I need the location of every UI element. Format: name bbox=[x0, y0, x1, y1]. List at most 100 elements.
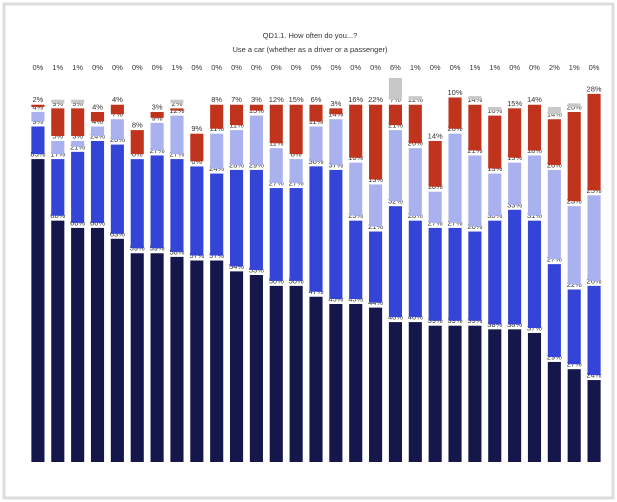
bar-segment bbox=[269, 280, 283, 462]
value-label: 16% bbox=[348, 95, 363, 104]
value-label: 1% bbox=[72, 63, 83, 72]
label-bg bbox=[226, 160, 247, 170]
label-bg bbox=[147, 113, 168, 123]
label-bg bbox=[325, 99, 346, 109]
bar-segment bbox=[51, 154, 65, 216]
value-label: 1% bbox=[410, 63, 421, 72]
value-label: 0% bbox=[112, 63, 123, 72]
label-bg bbox=[345, 95, 366, 105]
label-bg bbox=[544, 160, 565, 170]
label-bg bbox=[584, 371, 604, 381]
bar-segment bbox=[408, 317, 422, 462]
bar-segment bbox=[150, 117, 164, 151]
label-bg bbox=[206, 251, 227, 261]
bar-segment bbox=[249, 270, 263, 462]
label-bg bbox=[47, 150, 68, 160]
label-bg bbox=[28, 117, 48, 127]
label-bg bbox=[107, 135, 128, 145]
bar-segment bbox=[71, 146, 85, 223]
bar-segment bbox=[210, 255, 224, 462]
label-bg bbox=[87, 218, 108, 228]
value-label: 0% bbox=[450, 63, 461, 72]
value-label: 1% bbox=[52, 63, 63, 72]
label-bg bbox=[87, 131, 108, 141]
value-label: 0% bbox=[430, 63, 441, 72]
bar-segment bbox=[269, 183, 283, 281]
bar-segment bbox=[309, 99, 323, 122]
label-bg bbox=[345, 153, 366, 163]
bar-segment bbox=[150, 106, 164, 118]
label-bg bbox=[186, 251, 207, 261]
label-bg bbox=[365, 222, 386, 232]
label-bg bbox=[186, 157, 207, 167]
value-label: 4% bbox=[112, 95, 123, 104]
bar-segment bbox=[249, 164, 263, 270]
value-label: 0% bbox=[330, 63, 341, 72]
value-label: 8% bbox=[132, 121, 143, 130]
label-bg bbox=[107, 110, 128, 120]
label-bg bbox=[325, 160, 346, 170]
label-bg bbox=[445, 316, 465, 326]
label-bg bbox=[385, 313, 406, 323]
value-label: 0% bbox=[529, 63, 540, 72]
label-bg bbox=[266, 179, 287, 189]
value-label: 15% bbox=[507, 99, 522, 108]
bar-segment bbox=[349, 298, 363, 462]
bar-segment bbox=[329, 298, 343, 462]
label-bg bbox=[266, 276, 287, 286]
label-bg bbox=[246, 160, 267, 170]
bar-segment bbox=[508, 204, 522, 325]
label-bg bbox=[524, 211, 545, 221]
label-bg bbox=[425, 131, 446, 141]
value-label: 0% bbox=[132, 63, 143, 72]
value-label: 1% bbox=[172, 63, 183, 72]
label-bg bbox=[107, 95, 128, 105]
label-bg bbox=[246, 95, 267, 105]
label-bg bbox=[87, 102, 108, 112]
label-bg bbox=[325, 110, 346, 120]
label-bg bbox=[306, 95, 326, 105]
value-label: 2% bbox=[549, 63, 560, 72]
label-bg bbox=[147, 102, 168, 112]
label-bg bbox=[266, 95, 287, 105]
label-bg bbox=[47, 99, 68, 109]
label-bg bbox=[67, 142, 88, 152]
label-bg bbox=[584, 186, 604, 196]
bar-segment bbox=[190, 161, 204, 256]
label-bg bbox=[206, 164, 227, 174]
bar-segment bbox=[527, 327, 542, 462]
label-bg bbox=[425, 182, 446, 192]
bar-segment bbox=[408, 96, 422, 100]
label-bg bbox=[504, 320, 525, 330]
bar-segment bbox=[488, 110, 502, 169]
value-label: 1% bbox=[469, 63, 480, 72]
bar-segment bbox=[31, 154, 45, 462]
bar-segment bbox=[289, 183, 303, 281]
label-bg bbox=[67, 218, 88, 228]
bar-segment bbox=[289, 280, 303, 462]
label-bg bbox=[564, 197, 585, 207]
bar-segment bbox=[448, 128, 462, 223]
label-bg bbox=[464, 316, 485, 326]
bar-segment bbox=[547, 106, 561, 115]
bar-segment bbox=[408, 99, 422, 144]
value-label: 0% bbox=[211, 63, 222, 72]
label-bg bbox=[286, 276, 307, 286]
value-label: 1% bbox=[569, 63, 580, 72]
bar-segment bbox=[567, 201, 581, 285]
value-label: 3% bbox=[330, 99, 341, 108]
value-label: 3% bbox=[152, 102, 163, 111]
label-bg bbox=[306, 117, 326, 127]
bar-segment bbox=[488, 324, 502, 462]
bar-segment bbox=[71, 99, 85, 104]
label-bg bbox=[107, 229, 128, 239]
chart-subtitle: Use a car (whether as a driver or a pass… bbox=[232, 45, 388, 54]
bar-segment bbox=[71, 222, 85, 462]
value-label: 1% bbox=[489, 63, 500, 72]
value-label: 6% bbox=[311, 95, 322, 104]
bar-segment bbox=[547, 114, 561, 165]
bar-segment bbox=[110, 233, 124, 462]
value-label: 12% bbox=[269, 95, 284, 104]
value-label: 0% bbox=[370, 63, 381, 72]
value-label: 0% bbox=[152, 63, 163, 72]
